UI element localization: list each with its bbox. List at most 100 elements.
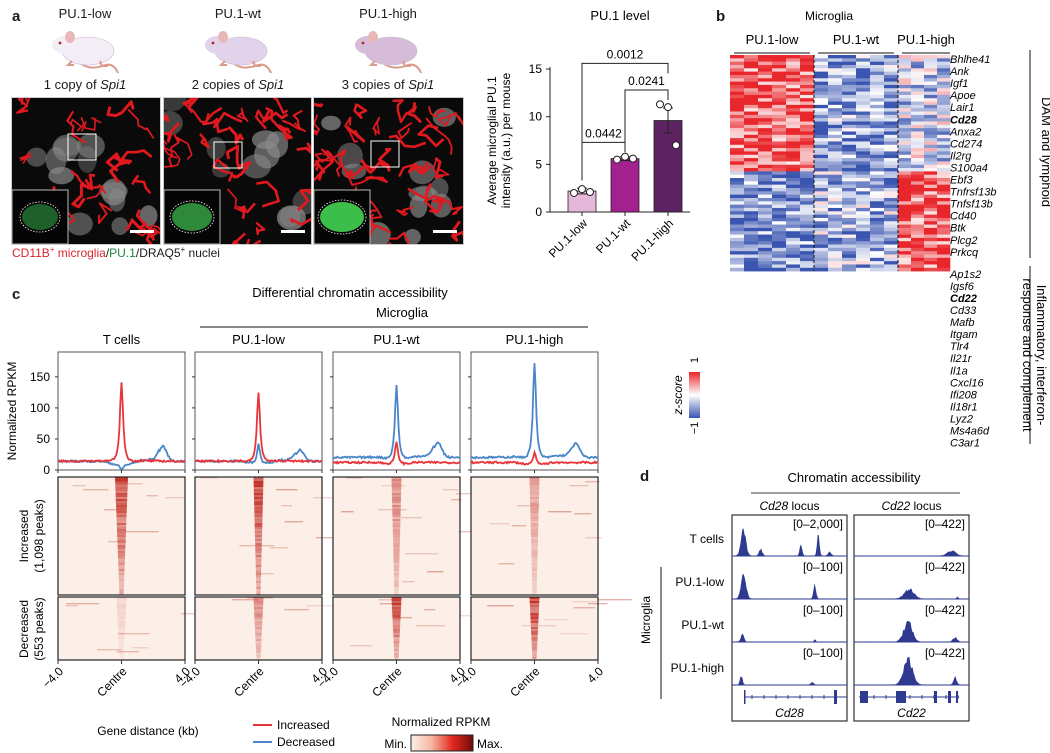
microglia-process xyxy=(281,109,303,131)
heatmap-cell xyxy=(814,217,829,222)
heatmap-signal xyxy=(391,481,402,483)
heatmap-cell xyxy=(937,81,951,86)
gene-label: Btk xyxy=(950,223,966,235)
heatmap-cell xyxy=(937,204,951,209)
heatmap-signal xyxy=(118,637,125,639)
heatmap-cell xyxy=(842,264,857,269)
microglia-process xyxy=(353,103,368,119)
heatmap-cell xyxy=(772,251,787,255)
heatmap-cell xyxy=(828,118,843,122)
heatmap-signal xyxy=(254,525,263,527)
heatmap-cell xyxy=(937,214,951,219)
heatmap-signal xyxy=(530,515,539,517)
heatmap-cell xyxy=(924,188,938,192)
heatmap-cell xyxy=(772,158,787,162)
heatmap-signal xyxy=(253,479,264,481)
heatmap-cell xyxy=(870,231,885,235)
row-group-label: (553 peaks) xyxy=(32,597,46,660)
heatmap-cell xyxy=(828,214,843,219)
heatmap-signal xyxy=(392,621,401,623)
heatmap-signal xyxy=(391,485,402,487)
heatmap-cell xyxy=(744,201,759,205)
heatmap-signal xyxy=(256,579,261,581)
heatmap-cell xyxy=(842,64,857,69)
microglia-process xyxy=(238,202,256,220)
heatmap-signal xyxy=(394,587,399,589)
data-point xyxy=(578,185,586,194)
heatmap-cell xyxy=(772,94,787,99)
heatmap-cell xyxy=(800,121,815,126)
heatmap-signal xyxy=(117,553,126,555)
heatmap-signal xyxy=(256,583,261,585)
heatmap-noise xyxy=(511,525,527,527)
heatmap-cell xyxy=(924,138,938,142)
heatmap-cell xyxy=(842,184,857,189)
heatmap-signal xyxy=(394,585,399,587)
track-signal xyxy=(732,633,847,642)
heatmap-cell xyxy=(884,111,899,116)
heatmap-cell xyxy=(828,78,843,82)
heatmap-cell xyxy=(898,118,912,122)
heatmap-cell xyxy=(786,128,801,132)
gene-label: Ank xyxy=(949,66,969,78)
heatmap-cell xyxy=(772,111,787,116)
heatmap-cell xyxy=(884,197,899,202)
heatmap-cell xyxy=(898,98,912,102)
heatmap-cell xyxy=(911,254,925,259)
heatmap-cell xyxy=(856,251,871,255)
microglia-process xyxy=(16,98,29,114)
heatmap-cell xyxy=(730,214,745,219)
heatmap-cell xyxy=(828,247,843,252)
heatmap-cell xyxy=(800,88,815,92)
scale-bar xyxy=(433,230,457,233)
heatmap-signal xyxy=(116,601,127,603)
heatmap-noise xyxy=(597,599,632,601)
heatmap-cell xyxy=(911,184,925,189)
microglia-process xyxy=(125,218,148,232)
heatmap-cell xyxy=(911,201,925,205)
microglia-process xyxy=(212,158,234,182)
heatmap-cell xyxy=(884,191,899,195)
p-value-label: 0.0241 xyxy=(628,74,665,88)
heatmap-cell xyxy=(828,131,843,136)
gene-label: Tnfsf13b xyxy=(950,199,993,211)
heatmap-cell xyxy=(730,74,745,79)
heatmap-signal xyxy=(255,547,262,549)
heatmap-cell xyxy=(758,151,773,156)
heatmap-cell xyxy=(786,121,801,126)
heatmap-cell xyxy=(856,264,871,269)
heatmap-cell xyxy=(898,188,912,192)
heatmap-cell xyxy=(814,257,829,262)
heatmap-cell xyxy=(856,61,871,66)
heatmap-cell xyxy=(744,227,759,232)
heatmap-cell xyxy=(786,241,801,245)
heatmap-signal xyxy=(530,497,539,499)
gene-label: Il18r1 xyxy=(950,401,978,413)
heatmap-cell xyxy=(856,197,871,202)
heatmap-signal xyxy=(391,477,402,479)
heatmap-cell xyxy=(814,204,829,209)
heatmap-cell xyxy=(800,138,815,142)
heatmap-cell xyxy=(842,114,857,119)
gene-name: Spi1 xyxy=(408,77,435,92)
heatmap-cell xyxy=(884,247,899,252)
heatmap-cell xyxy=(814,128,829,132)
heatmap-frame xyxy=(194,476,323,596)
heatmap-signal xyxy=(394,653,399,655)
heatmap-cell xyxy=(856,111,871,116)
nucleus-outline xyxy=(19,201,61,233)
heatmap-cell xyxy=(814,194,829,199)
heatmap-cell xyxy=(884,264,899,269)
heatmap-cell xyxy=(898,108,912,112)
heatmap-signal xyxy=(255,569,262,571)
heatmap-cell xyxy=(870,207,885,212)
heatmap-cell xyxy=(828,84,843,89)
heatmap-signal xyxy=(529,477,540,479)
heatmap-cell xyxy=(744,194,759,199)
heatmap-cell xyxy=(828,164,843,169)
heatmap-cell xyxy=(856,128,871,132)
copy-number-label: 1 copy of Spi1 xyxy=(10,77,160,92)
heatmap-signal xyxy=(531,647,538,649)
heatmap-cell xyxy=(937,221,951,225)
track-label: PU.1-low xyxy=(675,575,724,589)
